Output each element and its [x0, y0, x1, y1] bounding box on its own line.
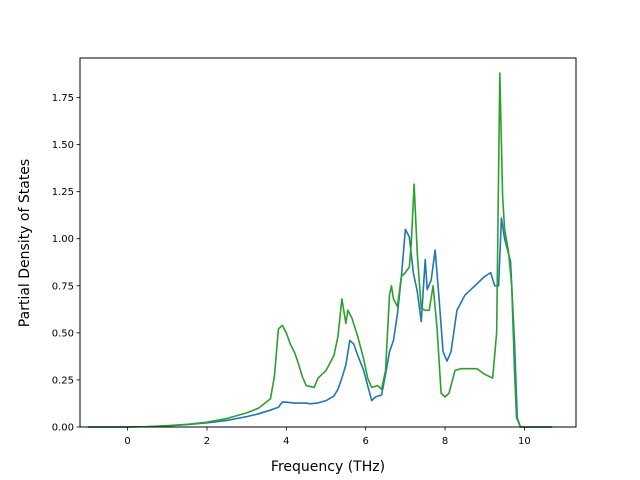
y-tick-label: 1.75: [52, 93, 74, 104]
y-axis: 0.00 0.25 0.50 0.75 1.00 1.25 1.50 1.75: [52, 93, 80, 434]
series-line-2: [87, 72, 553, 428]
y-tick-label: 0.50: [52, 328, 74, 339]
x-tick-label: 2: [204, 436, 210, 447]
y-tick-label: 0.25: [52, 375, 74, 386]
x-tick-label: 8: [442, 436, 448, 447]
y-tick-label: 1.25: [52, 187, 74, 198]
y-tick-label: 1.50: [52, 140, 74, 151]
series-layer: [87, 72, 553, 428]
x-tick-label: 10: [518, 436, 531, 447]
x-tick-label: 0: [124, 436, 130, 447]
x-axis-label: Frequency (THz): [271, 459, 385, 475]
y-axis-label: Partial Density of States: [17, 159, 33, 327]
x-tick-label: 4: [283, 436, 289, 447]
y-tick-label: 1.00: [52, 234, 74, 245]
y-tick-label: 0.00: [52, 423, 74, 434]
x-axis: 0 2 4 6 8 10: [124, 427, 531, 447]
x-tick-label: 6: [363, 436, 369, 447]
plot-frame: [79, 57, 577, 428]
series-line-1: [87, 217, 553, 428]
y-tick-label: 0.75: [52, 281, 74, 292]
